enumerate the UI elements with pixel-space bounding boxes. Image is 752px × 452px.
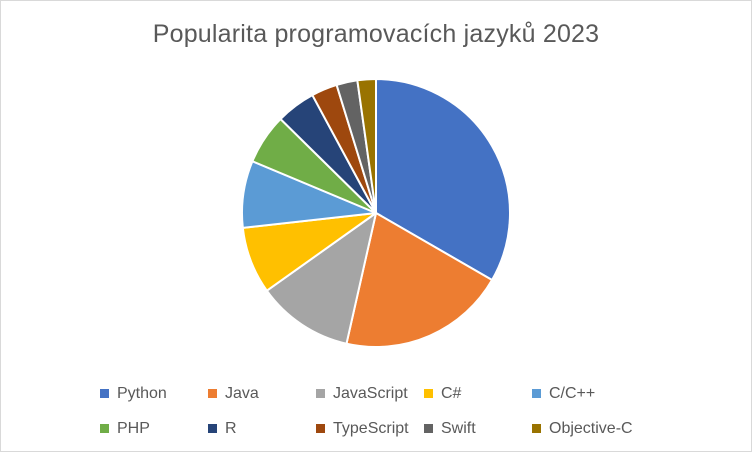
pie-slice-javascript — [265, 212, 377, 345]
chart-title: Popularita programovacích jazyků 2023 — [152, 20, 600, 48]
legend-item: Swift — [424, 420, 532, 438]
legend-label: PHP — [117, 419, 150, 437]
legend-swatch — [532, 389, 541, 398]
legend-swatch — [208, 424, 217, 433]
legend-row: PHP R TypeScript Swift Objective-C — [100, 411, 700, 446]
legend-swatch — [316, 424, 325, 433]
legend-label: C# — [441, 384, 462, 402]
legend: Python Java JavaScript C# C/C++ PHP R TypeScri… — [100, 376, 700, 446]
legend-swatch — [424, 424, 433, 433]
legend-item: TypeScript — [316, 420, 424, 438]
legend-label: JavaScript — [333, 384, 408, 402]
legend-item: Java — [208, 385, 316, 403]
legend-swatch — [100, 389, 109, 398]
legend-row: Python Java JavaScript C# C/C++ — [100, 376, 700, 411]
legend-swatch — [100, 424, 109, 433]
legend-item: PHP — [100, 420, 208, 438]
legend-label: Java — [225, 384, 259, 402]
pie-slice-objective-c — [356, 78, 377, 214]
legend-swatch — [424, 389, 433, 398]
legend-item: C# — [424, 385, 532, 403]
legend-item: C/C++ — [532, 385, 640, 403]
legend-label: R — [225, 419, 237, 437]
legend-label: Objective-C — [549, 419, 633, 437]
pie-slice-python — [375, 78, 511, 281]
legend-swatch — [532, 424, 541, 433]
legend-item: Python — [100, 385, 208, 403]
legend-swatch — [208, 389, 217, 398]
legend-label: TypeScript — [333, 419, 409, 437]
pie-slice-java — [345, 212, 494, 348]
legend-item: JavaScript — [316, 385, 424, 403]
legend-item: Objective-C — [532, 420, 640, 438]
legend-label: Swift — [441, 419, 476, 437]
legend-swatch — [316, 389, 325, 398]
legend-label: Python — [117, 384, 167, 402]
legend-item: R — [208, 420, 316, 438]
legend-label: C/C++ — [549, 384, 596, 402]
